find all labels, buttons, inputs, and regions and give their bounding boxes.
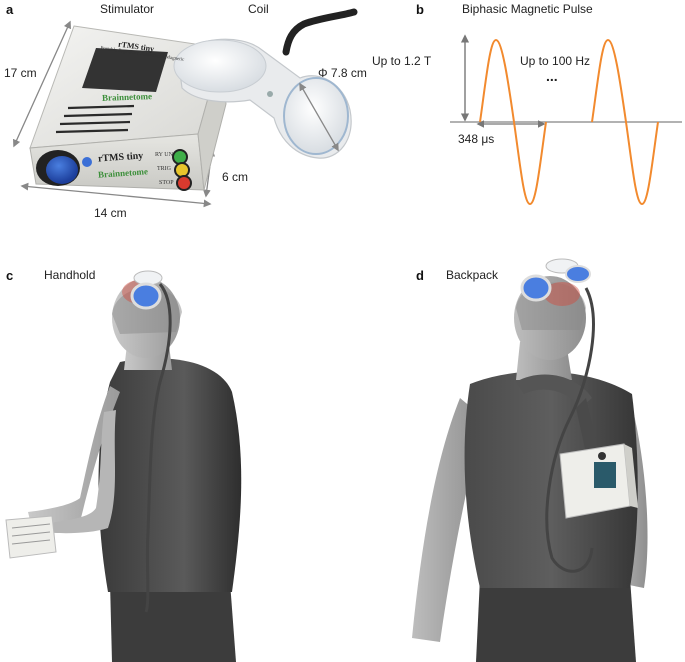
blue-knob-icon xyxy=(46,156,78,184)
handheld-stimulator xyxy=(5,515,57,559)
duration-label: 348 μs xyxy=(458,132,495,146)
handheld-vents xyxy=(11,523,51,545)
coil-cable-d xyxy=(545,287,595,573)
yellow-button-icon xyxy=(174,162,190,178)
width-dimension-arrow xyxy=(20,182,212,208)
coil-cable-c xyxy=(144,283,172,613)
panel-b-label: b xyxy=(416,2,424,17)
green-button-icon xyxy=(172,149,188,165)
stimulation-area-d xyxy=(544,282,580,306)
height-dimension-arrow xyxy=(13,20,71,148)
stimulator-caption: Stimulator xyxy=(100,2,155,16)
stimulator-screen xyxy=(82,48,168,92)
dim-coil-label: Φ 7.8 cm xyxy=(318,66,367,80)
left-arm xyxy=(28,386,120,524)
button-label-trig: TRIG xyxy=(157,166,171,172)
torso-shirt xyxy=(98,358,242,592)
coil-disk-right xyxy=(283,77,349,155)
dim-width-label: 14 cm xyxy=(94,206,127,220)
red-button-icon xyxy=(176,175,192,191)
stimulator-coil-illustration xyxy=(13,8,358,208)
right-arm xyxy=(44,410,116,534)
biphasic-pulse-diagram xyxy=(450,34,682,206)
panel-a-label: a xyxy=(6,2,14,17)
handhold-caption: Handhold xyxy=(44,268,96,282)
panel-c-label: c xyxy=(6,268,14,283)
backpack-caption: Backpack xyxy=(446,268,499,282)
indicator-icon xyxy=(82,157,92,167)
coil-disk-left xyxy=(173,39,267,93)
coil-blue-disk-d2 xyxy=(565,265,591,283)
pulse-waveform-2 xyxy=(591,38,659,206)
button-label-stop: STOP xyxy=(159,180,174,186)
backpack-knob-icon xyxy=(598,452,606,460)
pulse-title: Biphasic Magnetic Pulse xyxy=(462,2,593,16)
panel-d-label: d xyxy=(416,268,424,283)
coil-cable xyxy=(282,8,358,56)
coil-caption: Coil xyxy=(248,2,269,16)
pulse-waveform-1 xyxy=(479,38,547,206)
coil-screw-icon xyxy=(267,91,273,97)
coil-diameter-arrow xyxy=(299,82,339,152)
coil-blue-disk xyxy=(130,282,162,310)
ellipsis-label: ... xyxy=(546,68,558,84)
device-brand-top: Brainnetome xyxy=(101,91,153,103)
strap-down xyxy=(576,398,600,462)
amplitude-label: Up to 1.2 T xyxy=(372,54,432,68)
brain-overlay xyxy=(112,287,182,334)
backpack-screen xyxy=(594,462,616,488)
button-label-run: RY UN xyxy=(155,152,173,158)
frequency-label: Up to 100 Hz xyxy=(520,54,591,68)
shoulder-strap xyxy=(516,374,592,408)
dim-depth-label: 6 cm xyxy=(222,170,249,184)
legs-d xyxy=(476,578,636,662)
legs xyxy=(110,582,236,662)
backpack-figure xyxy=(412,258,648,662)
coil-blue-disk-d xyxy=(520,274,552,302)
dim-height-label: 17 cm xyxy=(4,66,37,80)
handhold-figure xyxy=(5,270,242,662)
backpack-stimulator-side xyxy=(624,444,638,508)
stimulator-vents xyxy=(55,104,135,134)
